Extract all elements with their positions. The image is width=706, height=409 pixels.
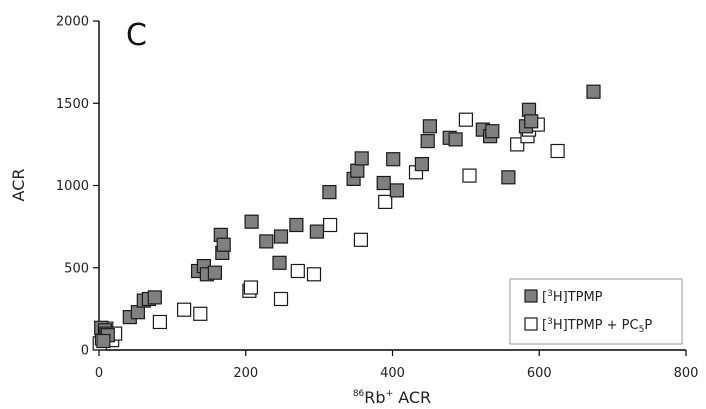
data-point-open [290, 263, 305, 279]
data-point-filled [322, 185, 337, 200]
x-axis-title: 86Rb+ ACR [353, 388, 431, 407]
y-tick-label: 2000 [56, 15, 89, 30]
data-point-filled [350, 163, 365, 178]
data-point-open [462, 168, 477, 183]
y-axis-title: ACR [9, 169, 28, 202]
data-point-filled [501, 170, 516, 185]
data-point-filled [376, 175, 391, 191]
y-tick-label: 500 [64, 261, 89, 276]
data-point-filled [289, 217, 304, 233]
legend-marker-filled [524, 289, 538, 303]
x-tick-label: 400 [380, 366, 405, 381]
y-tick-label: 1000 [56, 179, 89, 194]
data-point-filled [524, 114, 539, 129]
data-point-filled [422, 119, 437, 134]
data-point-open [550, 143, 565, 159]
data-point-open [177, 302, 192, 317]
data-point-filled [216, 237, 231, 252]
data-point-filled [389, 183, 404, 198]
data-point-filled [273, 229, 289, 244]
tick-labels: 0 500 1000 1500 2000 0 200 400 600 800 [56, 15, 699, 382]
data-point-filled [354, 151, 369, 166]
data-point-filled [448, 132, 463, 147]
x-tick-label: 200 [233, 366, 258, 381]
data-point-filled [386, 152, 401, 167]
data-point-filled [414, 157, 429, 172]
y-tick-label: 1500 [56, 97, 89, 112]
data-point-filled [147, 290, 162, 305]
x-tick-label: 0 [95, 366, 103, 381]
x-tick-label: 800 [674, 366, 699, 381]
data-point-open [378, 194, 393, 209]
data-point-open [458, 112, 473, 127]
legend-marker-open [524, 317, 538, 331]
panel-label: C [126, 18, 147, 53]
data-point-open [323, 217, 338, 233]
series-filled-points [94, 84, 601, 349]
data-point-filled [420, 134, 435, 149]
data-point-open [193, 306, 208, 321]
data-point-open [306, 267, 322, 282]
data-point-filled [96, 333, 111, 349]
data-point-filled [207, 265, 222, 280]
data-point-filled [485, 124, 500, 139]
data-point-open [243, 280, 258, 295]
data-point-open [152, 314, 167, 330]
data-point-filled [244, 214, 259, 229]
legend-label-tpmp: [3H]TPMP [542, 289, 603, 305]
legend: [3H]TPMP [3H]TPMP + PC5P [509, 278, 683, 345]
data-point-filled [259, 234, 274, 249]
y-tick-label: 0 [81, 344, 89, 359]
x-tick-label: 600 [527, 366, 552, 381]
data-point-filled [586, 84, 601, 99]
legend-label-tpmp-pc5p: [3H]TPMP + PC5P [542, 317, 652, 335]
series-open-points [92, 112, 565, 351]
legend-box [509, 278, 683, 345]
data-point-open [353, 232, 368, 247]
data-point-open [273, 291, 289, 307]
data-point-filled [272, 255, 287, 270]
data-point-filled [309, 224, 324, 239]
